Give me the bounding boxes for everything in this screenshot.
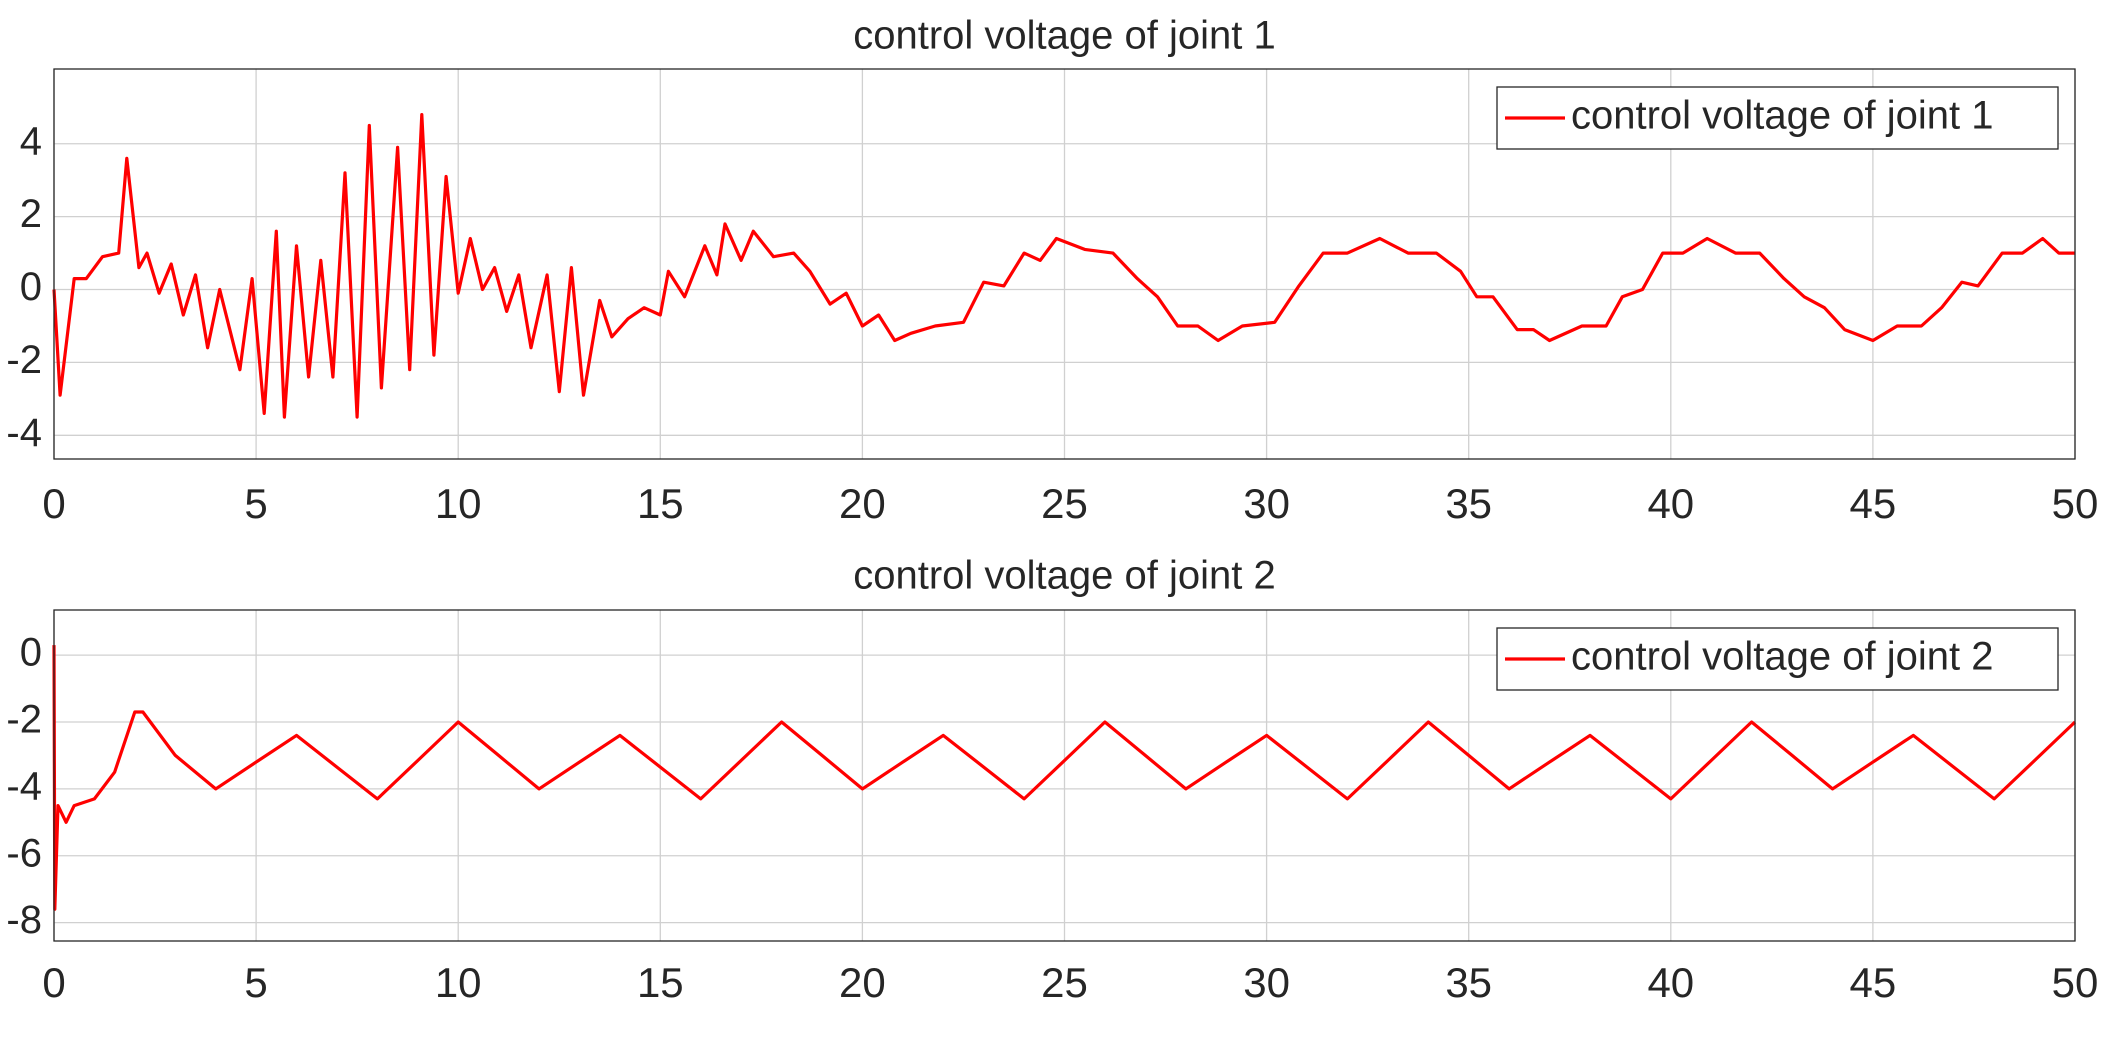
x-tick-label: 50 (2052, 480, 2099, 527)
y-tick-label: -4 (6, 411, 42, 455)
x-tick-label: 0 (42, 480, 65, 527)
plot-frame (53, 68, 2076, 460)
y-tick-label: 4 (20, 119, 42, 163)
x-tick-label: 15 (637, 959, 684, 1006)
data-line (52, 645, 2077, 911)
x-tick-label: 15 (637, 480, 684, 527)
x-tick-label: 25 (1041, 959, 1088, 1006)
y-tick-label: -8 (6, 898, 42, 942)
plot-frame (53, 609, 2076, 942)
x-tick-label: 10 (435, 959, 482, 1006)
x-tick-label: 5 (244, 959, 267, 1006)
x-tick-label: 25 (1041, 480, 1088, 527)
chart-title: control voltage of joint 2 (853, 554, 1275, 598)
y-tick-label: -4 (6, 764, 42, 808)
x-tick-label: 10 (435, 480, 482, 527)
x-tick-label: 45 (1850, 480, 1897, 527)
chart-title: control voltage of joint 1 (853, 14, 1275, 58)
y-tick-label: 2 (20, 192, 42, 236)
x-tick-label: 40 (1647, 959, 1694, 1006)
x-tick-label: 40 (1647, 480, 1694, 527)
x-tick-label: 45 (1850, 959, 1897, 1006)
x-tick-label: 35 (1445, 480, 1492, 527)
x-tick-label: 0 (42, 959, 65, 1006)
y-tick-label: 0 (20, 265, 42, 309)
y-tick-label: 0 (20, 631, 42, 675)
x-tick-label: 50 (2052, 959, 2099, 1006)
x-tick-label: 30 (1243, 480, 1290, 527)
legend-label: control voltage of joint 1 (1571, 94, 1993, 138)
x-tick-label: 30 (1243, 959, 1290, 1006)
legend-label: control voltage of joint 2 (1571, 635, 1993, 679)
x-tick-label: 20 (839, 959, 886, 1006)
legend-box (1496, 627, 2059, 691)
x-tick-label: 5 (244, 480, 267, 527)
data-line (52, 113, 2075, 419)
y-tick-label: -6 (6, 831, 42, 875)
x-tick-label: 35 (1445, 959, 1492, 1006)
y-tick-label: -2 (6, 698, 42, 742)
legend-box (1496, 86, 2059, 150)
y-tick-label: -2 (6, 338, 42, 382)
x-tick-label: 20 (839, 480, 886, 527)
